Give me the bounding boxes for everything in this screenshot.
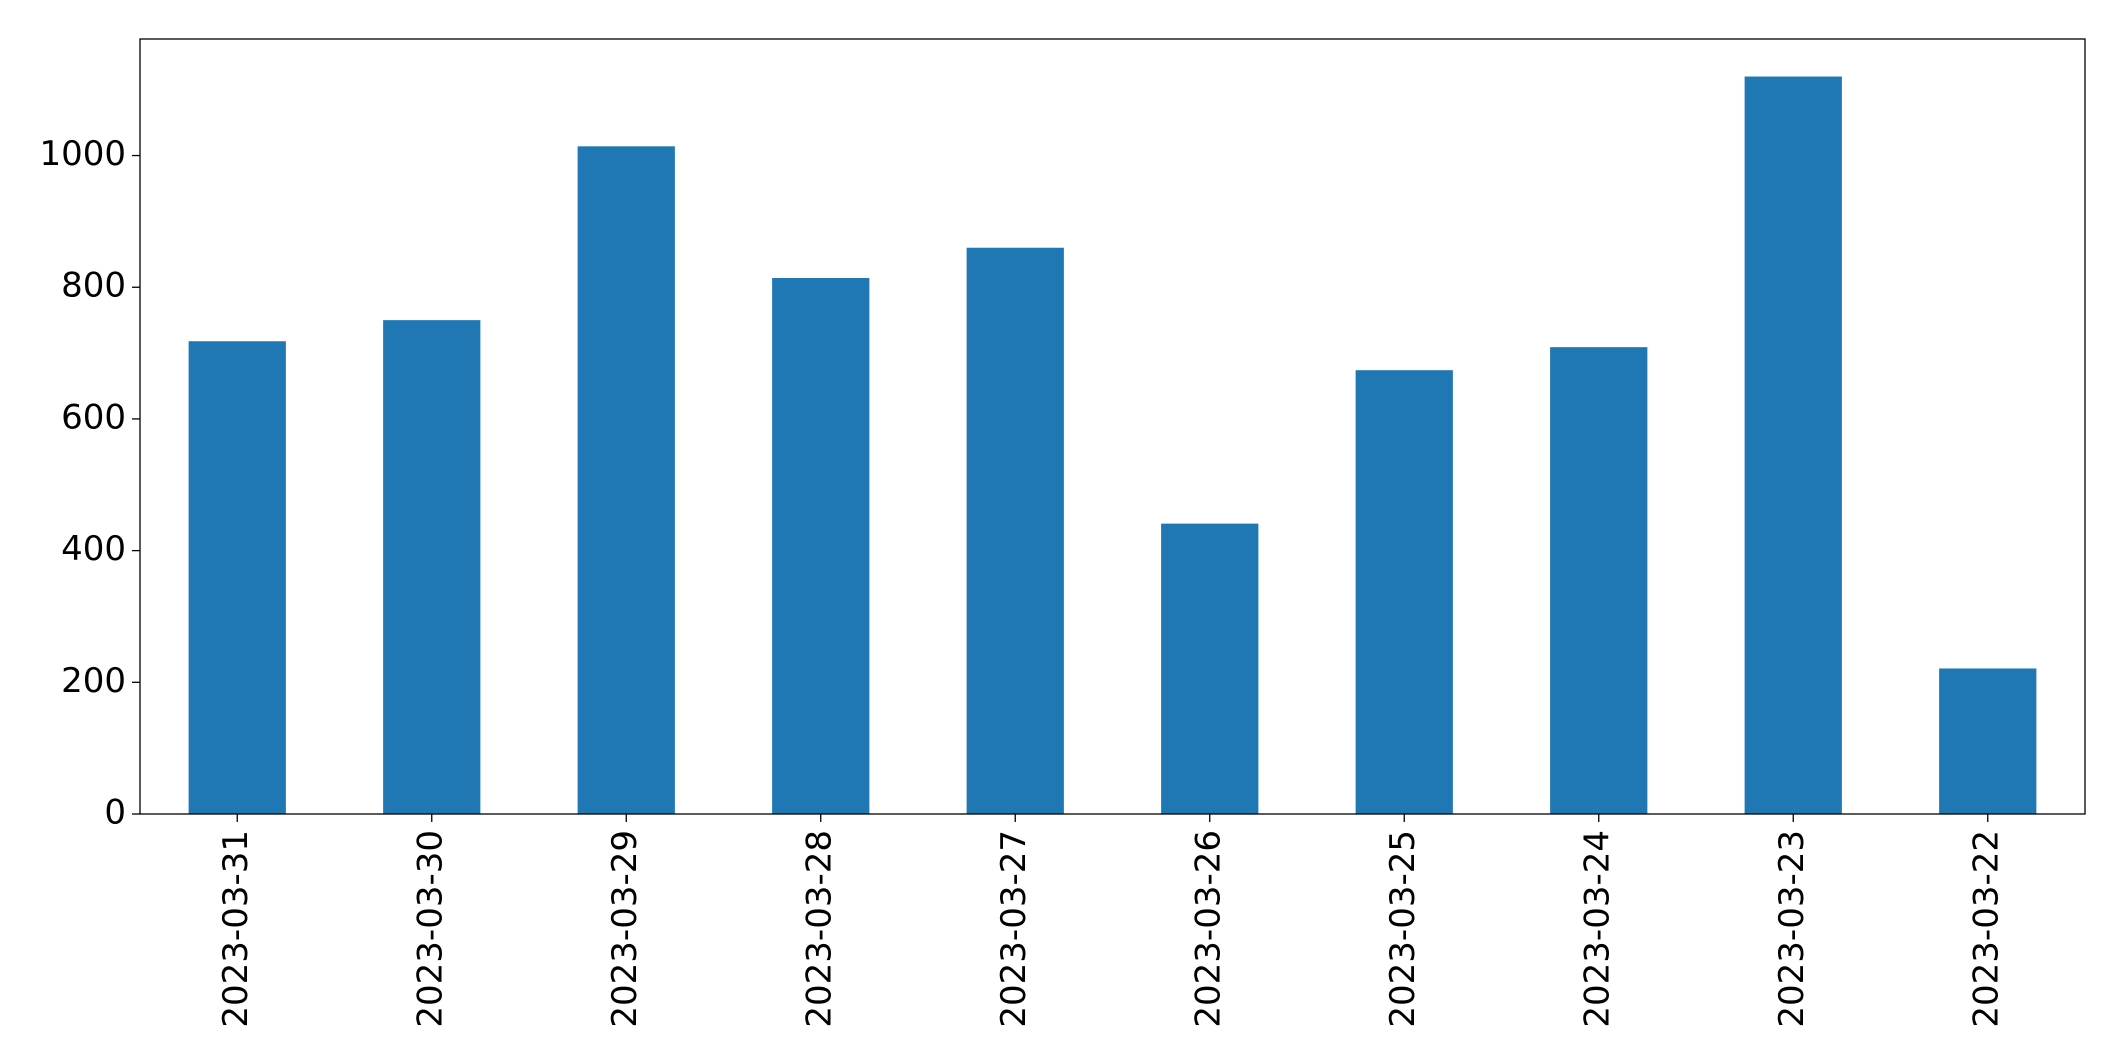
x-tick-label: 2023-03-24 bbox=[1577, 830, 1617, 1028]
bar bbox=[1744, 76, 1842, 814]
x-tick-label: 2023-03-29 bbox=[605, 830, 645, 1028]
bar bbox=[188, 341, 286, 814]
x-tick-label: 2023-03-27 bbox=[994, 830, 1034, 1028]
x-tick-label: 2023-03-31 bbox=[216, 830, 256, 1028]
x-tick-label: 2023-03-22 bbox=[1966, 830, 2006, 1028]
y-tick-label: 0 bbox=[104, 793, 126, 833]
x-tick-label: 2023-03-26 bbox=[1188, 830, 1228, 1028]
y-tick-label: 1000 bbox=[39, 134, 126, 174]
bar bbox=[383, 320, 481, 814]
bar bbox=[966, 247, 1064, 814]
bar bbox=[772, 278, 870, 814]
x-tick-label: 2023-03-25 bbox=[1383, 830, 1423, 1028]
bar bbox=[1161, 523, 1259, 814]
bar bbox=[1550, 347, 1648, 814]
y-tick-label: 600 bbox=[61, 397, 126, 437]
x-tick-label: 2023-03-28 bbox=[799, 830, 839, 1028]
bar bbox=[577, 146, 675, 815]
x-tick-label: 2023-03-30 bbox=[410, 830, 450, 1028]
y-tick-label: 800 bbox=[61, 266, 126, 306]
x-tick-label: 2023-03-23 bbox=[1772, 830, 1812, 1028]
y-tick-label: 400 bbox=[61, 529, 126, 569]
bar bbox=[1939, 668, 2037, 814]
plot-frame bbox=[139, 38, 2086, 815]
y-tick-label: 200 bbox=[61, 661, 126, 701]
bar bbox=[1355, 370, 1453, 814]
